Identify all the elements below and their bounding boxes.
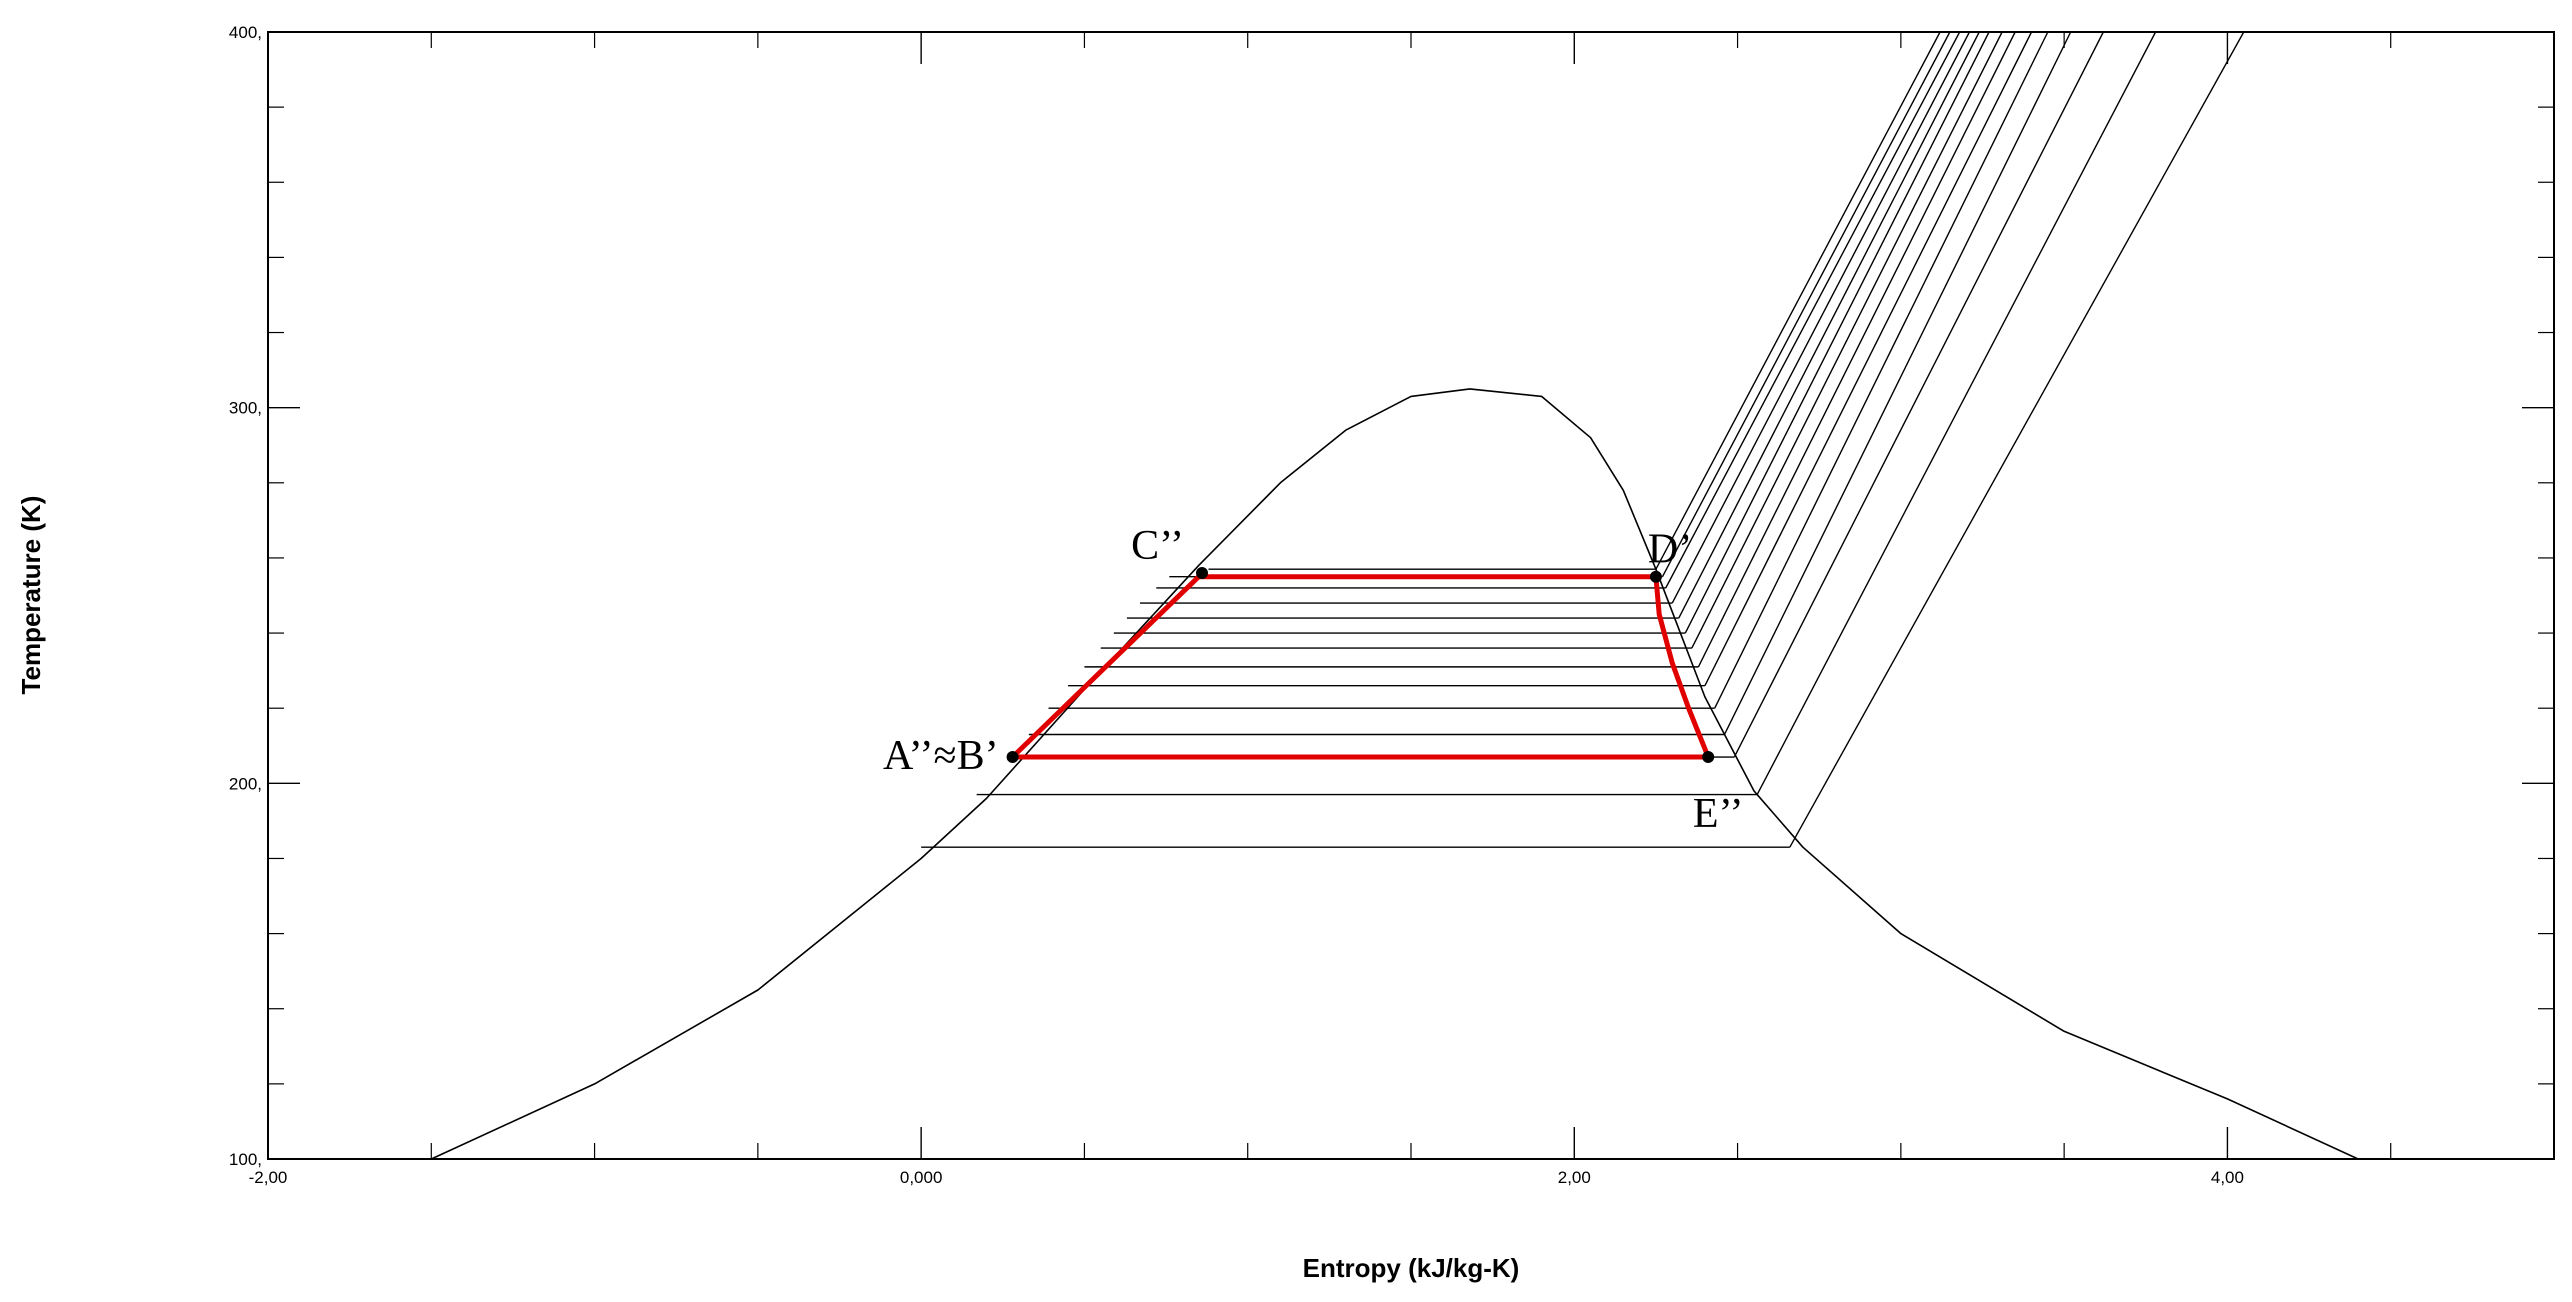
isobar-superheated	[1733, 31, 2104, 758]
x-tick-label: -2,00	[249, 1168, 288, 1187]
x-tick-label: 0,000	[900, 1168, 943, 1187]
isobar-superheated	[1714, 31, 2049, 709]
isobar-superheated	[1704, 31, 2033, 686]
saturation-dome	[430, 388, 2359, 1160]
refrigeration-cycle	[1010, 574, 1711, 760]
x-tick-label: 2,00	[1558, 1168, 1591, 1187]
saturation-curve	[430, 388, 2359, 1160]
y-tick-label: 100,	[229, 1150, 262, 1169]
plot-frame	[267, 31, 2555, 1160]
y-tick-label: 400,	[229, 23, 262, 42]
isobar-superheated	[1723, 31, 2072, 735]
isobar-superheated	[1789, 31, 2245, 848]
state-point-label: C’’	[1131, 523, 1184, 569]
isobar-superheated	[1665, 31, 1961, 589]
state-point	[1195, 566, 1208, 579]
state-point-label: A’’≈B’	[883, 733, 999, 779]
isobar-superheated	[1661, 31, 1951, 578]
state-point-label: D’	[1648, 527, 1692, 573]
x-tick-label: 4,00	[2211, 1168, 2244, 1187]
tick-labels: -2,00 0,000 2,00 4,00 100, 200, 300, 400,	[229, 23, 2244, 1187]
state-point	[1649, 570, 1662, 583]
isobar-superheated	[1691, 31, 2003, 649]
isobar-superheated	[1697, 31, 2016, 668]
isobar-superheated	[1756, 31, 2157, 795]
isobar-superheated	[1684, 31, 1990, 634]
y-tick-label: 300,	[229, 399, 262, 418]
y-axis-title: Temperature (K)	[16, 496, 46, 695]
isobar-superheated	[1671, 31, 1971, 604]
plot-background	[268, 32, 2554, 1159]
state-point-label: E’’	[1693, 791, 1744, 837]
cycle-path	[1010, 574, 1711, 760]
state-point	[1702, 751, 1715, 764]
x-axis-title: Entropy (kJ/kg-K)	[1303, 1253, 1520, 1283]
state-points: C’’ D’ A’’≈B’ E’’	[883, 523, 1743, 837]
isobar-superheated	[1655, 31, 1941, 570]
state-point	[1006, 751, 1019, 764]
y-tick-label: 200,	[229, 774, 262, 793]
isobar-superheated	[1678, 31, 1980, 619]
